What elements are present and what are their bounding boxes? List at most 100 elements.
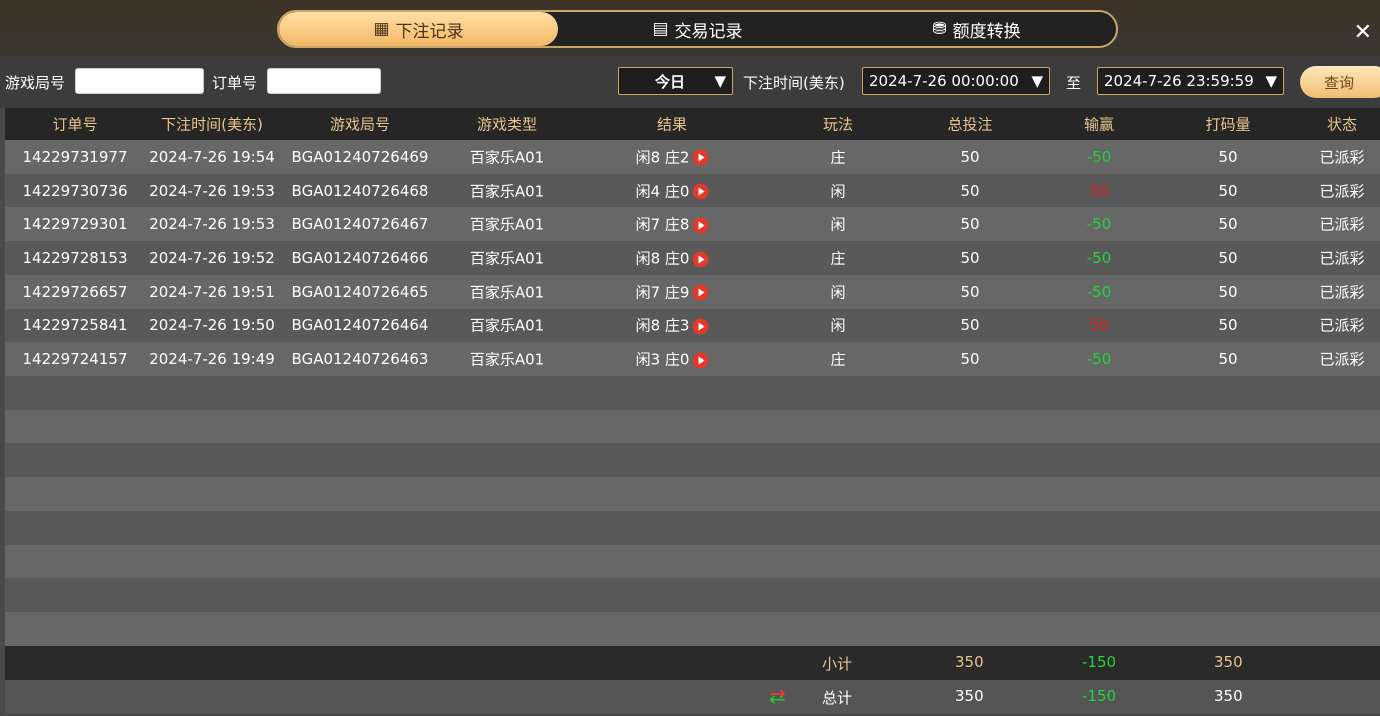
table-row: 14229729301 2024-7-26 19:53 BGA01240726467… [5, 207, 1380, 242]
cell-play-type: 闲 [830, 316, 846, 335]
subtotal-valid: 350 [1214, 653, 1243, 671]
tab-bar: ▦ 下注记录 ▤ 交易记录 ⛃ 额度转换 [277, 10, 1118, 48]
column-header-result[interactable]: 结果 [656, 115, 688, 134]
cell-round-no: BGA01240726466 [291, 249, 429, 268]
cell-result: 闲4 庄0 [636, 180, 709, 201]
coins-icon: ⛃ [932, 19, 947, 39]
total-valid: 350 [1214, 687, 1243, 705]
column-header-status[interactable]: 状态 [1326, 115, 1358, 134]
cell-play-type: 闲 [830, 215, 846, 234]
tab-bet-records[interactable]: ▦ 下注记录 [279, 12, 558, 46]
filter-bar: 游戏局号 订单号 今日 ▼ 下注时间(美东) 2024-7-26 00:00:00… [0, 56, 1380, 108]
cell-play-type: 庄 [830, 249, 846, 268]
cell-game-type: 百家乐A01 [469, 182, 545, 201]
cell-order-no: 14229728153 [22, 249, 128, 268]
cell-result: 闲7 庄8 [636, 214, 709, 235]
range-select[interactable]: 今日 ▼ [618, 67, 733, 95]
cell-game-type: 百家乐A01 [469, 316, 545, 335]
end-time-select[interactable]: 2024-7-26 23:59:59 ▼ [1097, 67, 1284, 95]
cell-result: 闲8 庄0 [636, 248, 709, 269]
cell-play-type: 闲 [830, 182, 846, 201]
cell-status: 已派彩 [1319, 215, 1365, 234]
cell-win-loss: -50 [1086, 282, 1112, 301]
cell-game-type: 百家乐A01 [469, 249, 545, 268]
column-header-order-no[interactable]: 订单号 [52, 115, 98, 134]
cell-order-no: 14229729301 [22, 215, 128, 234]
refresh-icon[interactable]: ⇄ [769, 684, 786, 708]
cell-order-no: 14229731977 [22, 147, 128, 166]
play-icon[interactable] [692, 149, 709, 166]
calendar-icon: ▦ [373, 19, 390, 39]
cell-total-bet: 50 [960, 181, 980, 200]
cell-valid-bet: 50 [1218, 147, 1238, 166]
cell-status: 已派彩 [1319, 350, 1365, 369]
cell-valid-bet: 50 [1218, 215, 1238, 234]
header: ▦ 下注记录 ▤ 交易记录 ⛃ 额度转换 ✕ [0, 0, 1380, 56]
table-row [5, 612, 1380, 646]
cell-valid-bet: 50 [1218, 249, 1238, 268]
table-row [5, 409, 1380, 444]
cell-win-loss: -50 [1086, 215, 1112, 234]
subtotal-bet: 350 [955, 653, 984, 671]
cell-status: 已派彩 [1319, 316, 1365, 335]
column-header-bet-time[interactable]: 下注时间(美东) [161, 115, 263, 134]
start-time-select[interactable]: 2024-7-26 00:00:00 ▼ [862, 67, 1050, 95]
column-header-win-loss[interactable]: 输赢 [1083, 115, 1115, 134]
cell-round-no: BGA01240726469 [291, 147, 429, 166]
cell-win-loss: -50 [1086, 249, 1112, 268]
chevron-down-icon: ▼ [714, 72, 726, 90]
table-row [5, 544, 1380, 579]
subtotal-win: -150 [1082, 653, 1117, 671]
order-input[interactable] [267, 68, 381, 94]
play-icon[interactable] [692, 251, 709, 268]
cell-total-bet: 50 [960, 249, 980, 268]
round-input[interactable] [75, 68, 204, 94]
play-icon[interactable] [692, 284, 709, 301]
column-header-play-type[interactable]: 玩法 [822, 115, 854, 134]
cell-order-no: 14229725841 [22, 316, 128, 335]
cell-total-bet: 50 [960, 147, 980, 166]
subtotal-label: 小计 [822, 655, 853, 673]
cell-win-loss: 50 [1089, 316, 1109, 335]
total-win: -150 [1082, 687, 1117, 705]
column-header-game-type[interactable]: 游戏类型 [476, 115, 538, 134]
order-label: 订单号 [212, 74, 258, 92]
table-row [5, 578, 1380, 613]
play-icon[interactable] [692, 318, 709, 335]
query-button[interactable]: 查询 [1300, 66, 1380, 98]
cell-win-loss: -50 [1086, 350, 1112, 369]
play-icon[interactable] [692, 352, 709, 369]
cell-status: 已派彩 [1319, 249, 1365, 268]
play-icon[interactable] [692, 183, 709, 200]
table-row: 14229730736 2024-7-26 19:53 BGA01240726468… [5, 173, 1380, 208]
total-bet: 350 [955, 687, 984, 705]
column-header-valid-bet[interactable]: 打码量 [1205, 115, 1251, 134]
cell-result: 闲3 庄0 [636, 349, 709, 370]
play-icon[interactable] [692, 217, 709, 234]
cell-result: 闲7 庄9 [636, 281, 709, 302]
cell-bet-time: 2024-7-26 19:53 [149, 215, 275, 234]
table-row: 14229724157 2024-7-26 19:49 BGA01240726463… [5, 342, 1380, 377]
table-row: 14229725841 2024-7-26 19:50 BGA01240726464… [5, 308, 1380, 343]
cell-play-type: 庄 [830, 148, 846, 167]
cell-bet-time: 2024-7-26 19:51 [149, 282, 275, 301]
cell-result: 闲8 庄3 [636, 315, 709, 336]
time-label: 下注时间(美东) [743, 74, 845, 92]
cell-valid-bet: 50 [1218, 181, 1238, 200]
tab-credit-transfer[interactable]: ⛃ 额度转换 [932, 19, 1021, 42]
column-header-round-no[interactable]: 游戏局号 [329, 115, 391, 134]
column-header-total-bet[interactable]: 总投注 [947, 115, 993, 134]
cell-order-no: 14229726657 [22, 282, 128, 301]
cell-total-bet: 50 [960, 282, 980, 301]
round-label: 游戏局号 [5, 74, 66, 92]
cell-play-type: 闲 [830, 283, 846, 302]
clipboard-icon: ▤ [652, 19, 669, 39]
table-row [5, 443, 1380, 478]
tab-transaction-records[interactable]: ▤ 交易记录 [652, 19, 743, 42]
cell-win-loss: 50 [1089, 181, 1109, 200]
table-row: 14229726657 2024-7-26 19:51 BGA01240726465… [5, 274, 1380, 309]
close-icon[interactable]: ✕ [1353, 20, 1372, 45]
cell-win-loss: -50 [1086, 147, 1112, 166]
cell-round-no: BGA01240726468 [291, 181, 429, 200]
cell-bet-time: 2024-7-26 19:52 [149, 249, 275, 268]
